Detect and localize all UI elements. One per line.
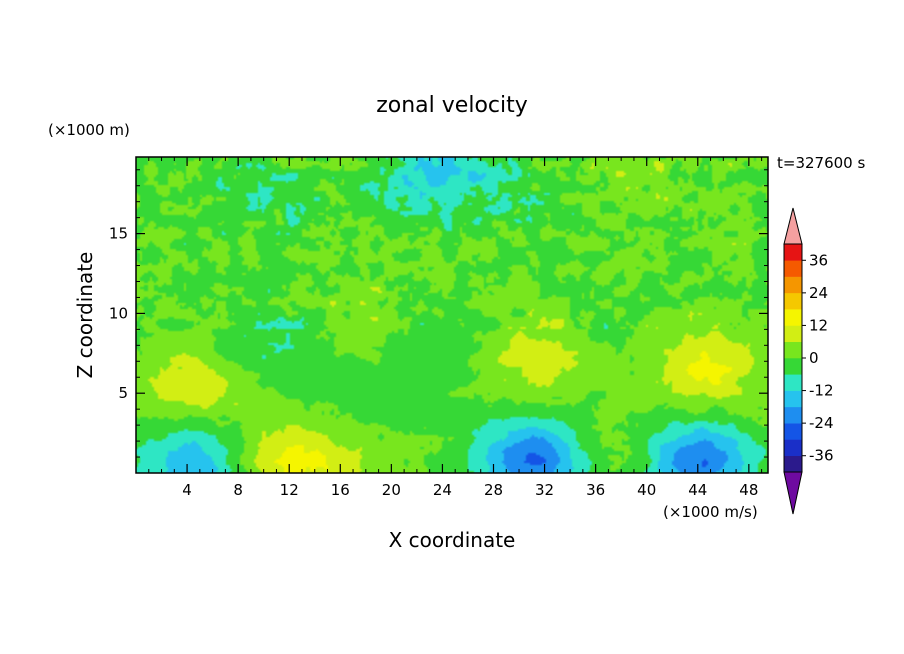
colorbar-tick-label: 24	[809, 284, 828, 302]
velocity-field	[136, 157, 768, 473]
y-axis-label: Z coordinate	[73, 252, 97, 379]
x-tick-label: 12	[280, 481, 299, 499]
colorbar-bin	[784, 309, 802, 326]
colorbar-tick-label: -36	[809, 447, 834, 465]
colorbar-bin	[784, 439, 802, 457]
colorbar-bin	[784, 406, 802, 424]
x-tick-label: 40	[637, 481, 656, 499]
plot-frame	[135, 156, 769, 474]
x-tick-label: 16	[331, 481, 350, 499]
colorbar: 36 24 12 0 -12 -24 -36	[783, 207, 834, 515]
colorbar-bin	[784, 244, 802, 261]
colorbar-bin	[784, 260, 802, 277]
y-tick-label: 15	[109, 225, 128, 243]
x-tick-label: 4	[182, 481, 192, 499]
colorbar-min-triangle	[783, 471, 803, 515]
x-axis: 4 8 12 16 20 24 28 32 36 40 44 48	[148, 157, 763, 499]
x-tick-label: 8	[233, 481, 243, 499]
x-tick-label: 44	[688, 481, 707, 499]
colorbar-bin	[784, 423, 802, 440]
x-units-label: (×1000 m/s)	[663, 503, 758, 521]
x-tick-label: 24	[433, 481, 452, 499]
colorbar-tick-label: 12	[809, 316, 828, 334]
x-tick-label: 48	[739, 481, 758, 499]
x-tick-label: 28	[484, 481, 503, 499]
time-label: t=327600 s	[777, 154, 865, 172]
colorbar-tick-label: -24	[809, 414, 834, 432]
x-tick-label: 32	[535, 481, 554, 499]
colorbar-max-triangle	[783, 207, 803, 245]
colorbar-bin	[784, 276, 802, 294]
colorbar-bin	[784, 292, 802, 310]
colorbar-bin	[784, 374, 802, 391]
y-tick-label: 10	[109, 304, 128, 322]
colorbar-bin	[784, 325, 802, 343]
colorbar-tick-label: -12	[809, 382, 834, 400]
colorbar-bin	[784, 390, 802, 408]
y-units-label: (×1000 m)	[48, 121, 130, 139]
colorbar-tick-label: 36	[809, 251, 828, 269]
colorbar-bin	[784, 341, 802, 359]
y-tick-label: 5	[118, 384, 128, 402]
x-tick-label: 36	[586, 481, 605, 499]
colorbar-tick-label: 0	[809, 349, 819, 367]
colorbar-bin	[784, 358, 802, 375]
chart-title: zonal velocity	[376, 93, 528, 118]
x-axis-label: X coordinate	[389, 528, 516, 552]
colorbar-bin	[784, 455, 802, 473]
plot-area	[135, 156, 769, 474]
y-axis: 5 10 15	[109, 169, 768, 458]
x-tick-label: 20	[382, 481, 401, 499]
